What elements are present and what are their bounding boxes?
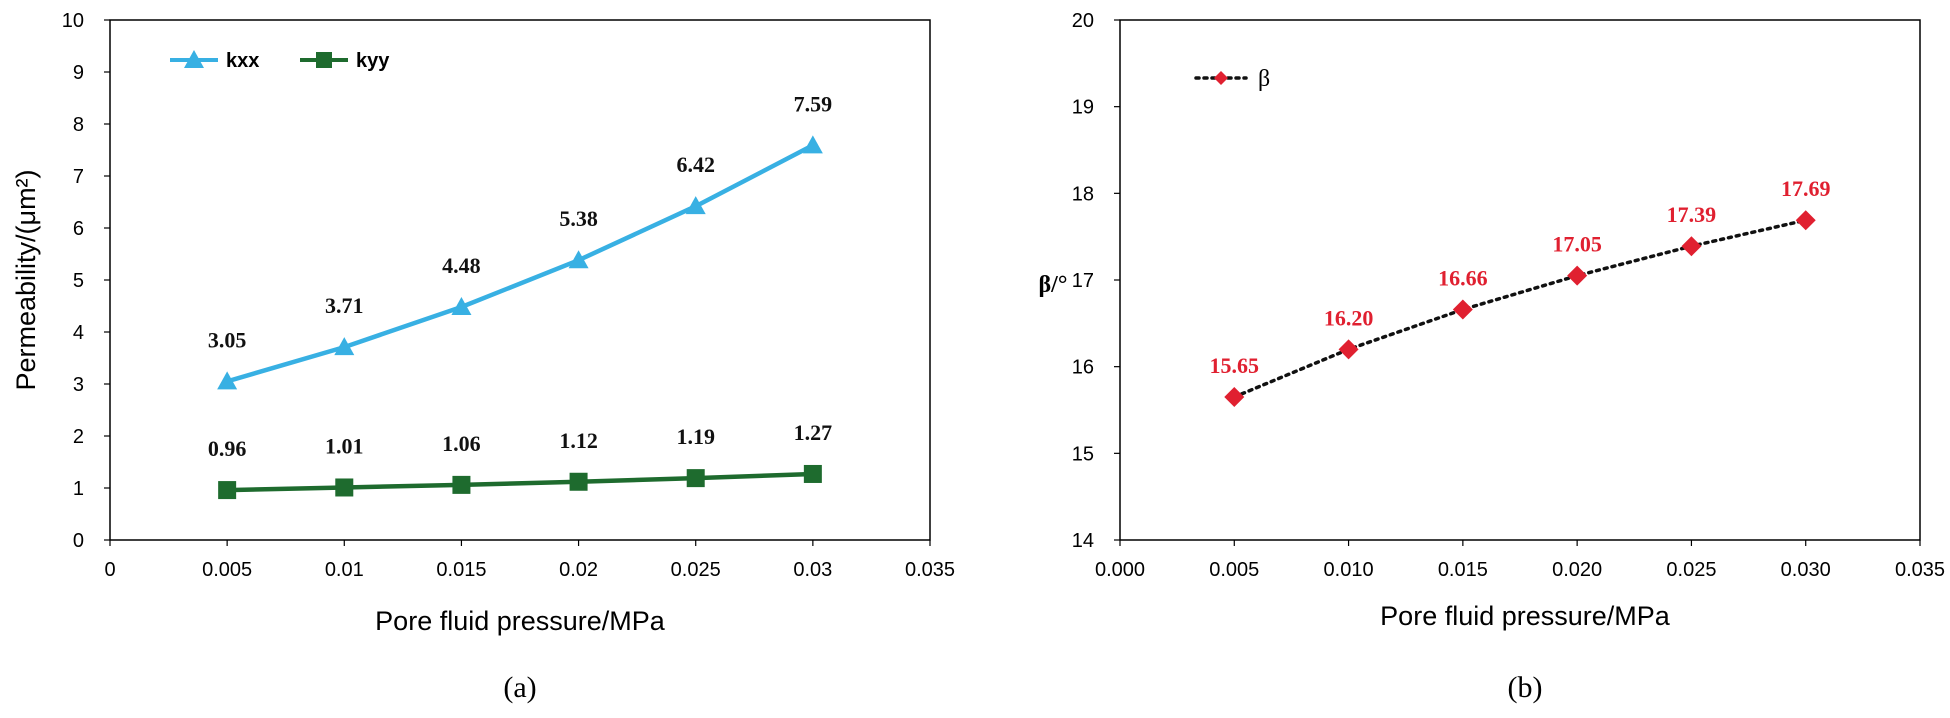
chart-b-data-point <box>1567 265 1588 286</box>
chart-a-legend-label: kxx <box>226 50 259 72</box>
chart-a: 0 1 2 3 4 5 6 7 8 9 10 0 0.005 0.01 0.015 0.02 0.025 0.0… <box>11 10 955 704</box>
chart-a-y-tick-label: 2 <box>73 426 84 448</box>
chart-a-data-point <box>685 196 706 215</box>
chart-a-x-tick-label: 0.025 <box>671 559 721 581</box>
chart-b-data-point <box>1338 339 1359 360</box>
chart-b-data-label: 16.20 <box>1324 305 1374 330</box>
chart-b: 14 15 16 17 18 19 20 0.000 0.005 0.010 0.015 0.020… <box>1039 10 1945 704</box>
chart-a-data-label: 7.59 <box>794 91 833 116</box>
chart-b-data-point <box>1224 387 1245 407</box>
chart-b-x-tick-label: 0.015 <box>1438 559 1488 581</box>
chart-a-x-tick-label: 0.035 <box>905 559 955 581</box>
chart-b-data-point <box>1681 236 1702 257</box>
chart-b-x-tick-label: 0.010 <box>1324 559 1374 581</box>
chart-a-data-point <box>452 475 471 494</box>
chart-a-data-point <box>569 472 588 491</box>
chart-a-x-axis-title: Pore fluid pressure/MPa <box>375 606 666 636</box>
chart-b-data-label: 15.65 <box>1210 353 1260 378</box>
chart-b-y-tick-label: 14 <box>1072 530 1094 552</box>
chart-b-data-label: 17.69 <box>1781 176 1831 201</box>
chart-b-y-tick-label: 15 <box>1072 443 1094 465</box>
chart-a-y-tick-label: 3 <box>73 374 84 396</box>
chart-b-x-tick-label: 0.030 <box>1781 559 1831 581</box>
chart-a-y-axis-title: Permeability/(μm²) <box>11 169 41 390</box>
chart-a-x-tick-label: 0.005 <box>202 559 252 581</box>
chart-a-data-label: 6.42 <box>676 152 715 177</box>
chart-b-y-tick-label: 20 <box>1072 10 1094 32</box>
chart-b-data-point <box>1452 299 1473 320</box>
chart-b-data-point <box>1795 210 1816 231</box>
chart-a-plot-area <box>109 19 931 541</box>
chart-a-data-label: 0.96 <box>208 436 247 461</box>
chart-a-data-point <box>568 250 589 269</box>
chart-b-y-tick-label: 16 <box>1072 357 1094 379</box>
chart-a-data-label: 1.12 <box>559 428 598 453</box>
chart-a-legend-label: kyy <box>356 50 390 72</box>
chart-a-x-tick-label: 0.02 <box>559 559 598 581</box>
chart-a-data-label: 1.06 <box>442 431 481 456</box>
chart-a-data-point <box>334 337 355 356</box>
chart-a-caption: (a) <box>503 671 536 704</box>
chart-b-y-axis-title: β/° <box>1039 272 1068 298</box>
chart-b-y-tick-label: 19 <box>1072 97 1094 119</box>
chart-b-legend-label: β <box>1258 66 1270 92</box>
chart-a-series-0-line <box>226 143 814 384</box>
chart-a-y-tick-label: 4 <box>73 322 84 344</box>
chart-b-x-tick-label: 0.025 <box>1666 559 1716 581</box>
chart-a-y-tick-label: 8 <box>73 114 84 136</box>
chart-a-x-tick-label: 0 <box>104 559 115 581</box>
chart-b-data-label: 16.66 <box>1438 265 1488 290</box>
chart-a-x-tick-label: 0.01 <box>325 559 364 581</box>
chart-a-y-tick-label: 9 <box>73 62 84 84</box>
chart-a-y-tick-label: 5 <box>73 270 84 292</box>
chart-b-plot-area <box>1119 19 1921 541</box>
chart-a-y-tick-label: 7 <box>73 166 84 188</box>
chart-b-x-tick-label: 0.005 <box>1209 559 1259 581</box>
chart-b-x-tick-label: 0.035 <box>1895 559 1945 581</box>
chart-a-data-point <box>217 371 238 390</box>
chart-a-data-label: 1.19 <box>676 424 715 449</box>
chart-b-y-tick-label: 18 <box>1072 183 1094 205</box>
chart-a-x-tick-label: 0.015 <box>436 559 486 581</box>
chart-a-data-label: 3.05 <box>208 327 247 352</box>
chart-b-data-label: 17.05 <box>1552 232 1602 257</box>
chart-a-series-1-line <box>227 471 813 493</box>
chart-a-y-tick-label: 0 <box>73 530 84 552</box>
chart-b-y-tick-label: 17 <box>1072 270 1094 292</box>
chart-a-data-point <box>451 297 472 316</box>
chart-a-data-point <box>335 478 354 497</box>
chart-a-data-point <box>803 464 822 483</box>
chart-a-y-tick-label: 6 <box>73 218 84 240</box>
chart-a-legend-marker <box>184 50 204 68</box>
chart-a-data-label: 5.38 <box>559 206 598 231</box>
chart-a-data-label: 4.48 <box>442 253 481 278</box>
chart-a-data-point <box>686 469 705 488</box>
chart-b-x-axis-title: Pore fluid pressure/MPa <box>1380 601 1671 631</box>
chart-a-data-point <box>218 481 237 500</box>
chart-b-series-0-line <box>1232 218 1808 399</box>
chart-a-x-tick-label: 0.03 <box>793 559 832 581</box>
chart-a-data-label: 3.71 <box>325 293 364 318</box>
chart-b-legend-marker <box>1214 71 1228 85</box>
chart-a-data-label: 1.01 <box>325 433 364 458</box>
chart-b-caption: (b) <box>1508 671 1543 704</box>
chart-a-y-tick-label: 10 <box>62 10 84 32</box>
chart-a-legend-marker <box>316 52 332 68</box>
chart-a-data-label: 1.27 <box>794 420 833 445</box>
chart-a-y-tick-label: 1 <box>73 478 84 500</box>
chart-b-x-tick-label: 0.020 <box>1552 559 1602 581</box>
chart-b-x-tick-label: 0.000 <box>1095 559 1145 581</box>
chart-a-data-point <box>802 135 823 154</box>
chart-b-data-label: 17.39 <box>1667 202 1717 227</box>
